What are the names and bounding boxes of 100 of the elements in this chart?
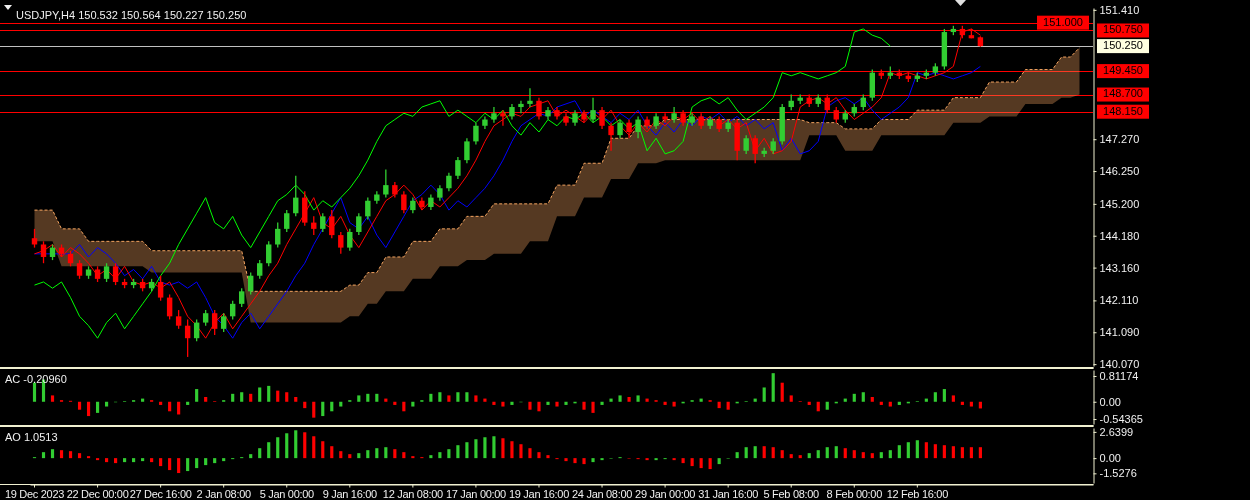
bar — [699, 398, 703, 402]
bar — [924, 398, 928, 402]
bar — [780, 450, 784, 459]
bar — [870, 453, 874, 459]
y-tick-label: 146.250 — [1099, 165, 1140, 178]
bar — [969, 401, 973, 407]
bar — [321, 401, 325, 417]
bar — [888, 450, 892, 459]
bar — [960, 401, 964, 405]
bar — [897, 445, 901, 459]
y-tick-label: 142.110 — [1099, 294, 1139, 307]
candlestick — [338, 231, 344, 255]
bar — [105, 458, 109, 463]
x-tick-label: 22 Dec 00:00 — [66, 488, 129, 500]
bar — [969, 447, 973, 459]
bar — [384, 398, 388, 402]
bar — [789, 454, 793, 459]
bar — [627, 397, 631, 402]
bar — [618, 395, 622, 402]
y-tick-label: 0.00 — [1099, 395, 1121, 408]
candlestick — [518, 100, 524, 114]
bar — [312, 436, 316, 459]
bar — [771, 447, 775, 459]
bar — [762, 446, 766, 459]
bar — [141, 398, 145, 402]
bar — [663, 401, 667, 405]
bar — [402, 452, 406, 459]
bar — [933, 392, 937, 402]
candlestick — [473, 122, 479, 146]
bar — [591, 458, 595, 463]
bar — [77, 453, 82, 459]
bar — [825, 447, 829, 459]
bar — [276, 437, 280, 459]
y-tick-label: 2.6399 — [1099, 425, 1134, 438]
candlestick — [112, 262, 119, 286]
bar — [77, 401, 82, 410]
candlestick — [266, 240, 272, 267]
bar — [447, 395, 451, 402]
bar — [843, 398, 847, 402]
candlestick — [671, 106, 677, 124]
y-tick-label: 147.270 — [1099, 133, 1140, 146]
candlestick — [608, 122, 614, 152]
bar — [753, 398, 757, 402]
bar — [870, 397, 874, 402]
bar — [483, 398, 487, 402]
x-tick-label: 17 Jan 00:00 — [445, 488, 507, 500]
bar — [510, 441, 514, 459]
candlestick — [446, 171, 452, 193]
bar — [429, 393, 433, 402]
bar — [249, 393, 253, 402]
bar — [573, 458, 577, 464]
bar — [600, 401, 604, 405]
bar — [528, 401, 532, 410]
bar — [330, 401, 334, 412]
bar — [267, 442, 271, 459]
bar — [492, 436, 496, 459]
bar — [258, 448, 262, 459]
bar — [339, 451, 343, 459]
bar — [177, 401, 181, 415]
candlestick — [590, 97, 596, 124]
candlestick — [284, 209, 290, 233]
bar — [816, 401, 820, 412]
bar — [672, 401, 676, 407]
bar — [861, 392, 865, 402]
chart-title: AO 1.0513 — [5, 431, 58, 443]
bar — [375, 393, 379, 402]
candlestick — [455, 156, 461, 180]
bar — [510, 401, 514, 405]
bar — [294, 397, 298, 402]
y-tick-label: -1.5276 — [1099, 467, 1137, 480]
bar — [393, 449, 397, 459]
bar — [636, 395, 640, 402]
bar — [393, 401, 397, 405]
bar — [744, 447, 748, 459]
bar — [204, 397, 208, 402]
bar — [303, 401, 307, 409]
candlestick — [356, 212, 362, 236]
bar — [591, 401, 595, 413]
bar — [609, 398, 613, 402]
bar — [726, 401, 730, 410]
bar — [951, 446, 955, 459]
y-tick-label: 143.160 — [1099, 261, 1140, 274]
bar — [168, 458, 172, 471]
bar — [924, 442, 928, 459]
ref-line-label: 149.450 — [1103, 64, 1143, 77]
bar — [834, 446, 838, 459]
bar — [960, 447, 964, 459]
bar — [195, 389, 199, 402]
y-tick-label: 144.180 — [1099, 229, 1140, 242]
bar — [780, 382, 784, 402]
bar — [717, 401, 721, 409]
bar — [474, 439, 478, 459]
x-tick-label: 2 Jan 08:00 — [196, 488, 251, 500]
candlestick — [329, 209, 335, 239]
bar — [564, 401, 568, 405]
x-tick-label: 12 Jan 08:00 — [382, 488, 444, 500]
bar — [86, 401, 91, 417]
bar — [366, 450, 370, 459]
candlestick — [347, 228, 353, 252]
candlestick — [40, 240, 47, 264]
